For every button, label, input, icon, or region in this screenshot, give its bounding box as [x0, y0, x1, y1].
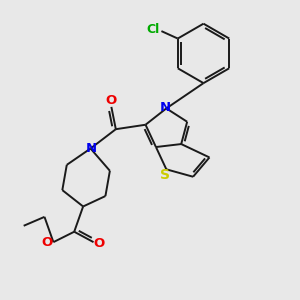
Text: S: S: [160, 168, 170, 182]
Text: N: N: [85, 142, 97, 155]
Text: O: O: [41, 236, 52, 249]
Text: O: O: [94, 237, 105, 250]
Text: N: N: [160, 101, 171, 114]
Text: O: O: [105, 94, 116, 107]
Text: Cl: Cl: [146, 22, 160, 35]
